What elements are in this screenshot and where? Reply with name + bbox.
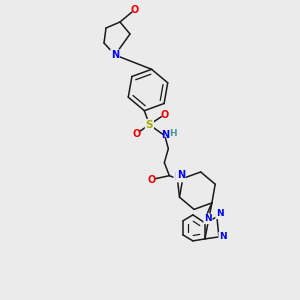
Text: O: O: [131, 5, 139, 15]
Text: N: N: [216, 209, 224, 218]
Text: N: N: [177, 170, 185, 181]
Text: N: N: [111, 50, 119, 60]
Text: N: N: [161, 130, 169, 140]
Text: N: N: [174, 172, 182, 182]
Text: O: O: [147, 175, 155, 185]
Text: O: O: [160, 110, 169, 120]
Text: H: H: [169, 129, 177, 138]
Text: S: S: [146, 120, 153, 130]
Text: N: N: [204, 214, 212, 224]
Text: N: N: [219, 232, 227, 242]
Text: O: O: [132, 129, 140, 139]
